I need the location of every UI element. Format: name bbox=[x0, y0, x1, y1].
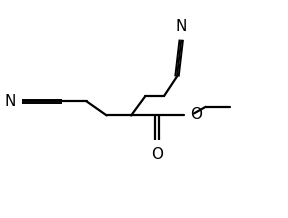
Text: N: N bbox=[176, 19, 187, 34]
Text: O: O bbox=[151, 147, 163, 162]
Text: O: O bbox=[190, 107, 202, 122]
Text: N: N bbox=[4, 94, 16, 109]
